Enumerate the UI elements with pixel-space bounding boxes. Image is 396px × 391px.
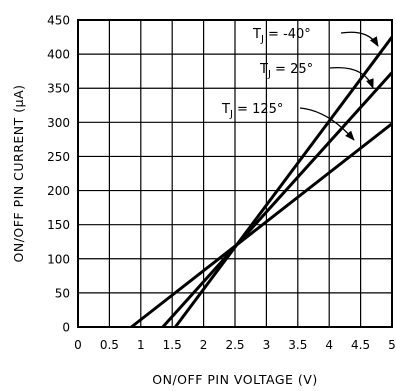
series-arrow-2 <box>299 107 355 141</box>
plot-frame <box>77 19 393 328</box>
x-tick-label: 4 <box>325 338 333 352</box>
series-line-0 <box>174 36 394 328</box>
y-tick-label: 100 <box>47 252 70 266</box>
x-tick-label: 4.5 <box>351 338 370 352</box>
y-tick-label: 250 <box>47 150 70 164</box>
series-arrow-0 <box>340 31 379 47</box>
y-axis-label: ON/OFF PIN CURRENT (μA) <box>11 84 26 262</box>
y-tick-label: 450 <box>47 14 70 28</box>
series-label-0: TJ = -40° <box>252 27 311 45</box>
y-tick-label: 50 <box>55 286 70 300</box>
y-tick-label: 150 <box>47 218 70 232</box>
x-tick-label: 2.5 <box>225 338 244 352</box>
x-axis-label: ON/OFF PIN VOLTAGE (V) <box>152 372 317 387</box>
x-tick-label: 1 <box>137 338 145 352</box>
x-tick-label: 3 <box>263 338 271 352</box>
series-annotations: TJ = -40° TJ = 25° TJ = 125° <box>221 27 379 141</box>
series-label-1: TJ = 25° <box>259 62 313 80</box>
y-tick-label: 400 <box>47 48 70 62</box>
series-label-2: TJ = 125° <box>221 102 283 120</box>
x-tick-label: 5 <box>388 338 396 352</box>
y-tick-label: 0 <box>62 321 70 335</box>
x-tick-label: 2 <box>200 338 208 352</box>
x-tick-label: 0 <box>74 338 82 352</box>
series-line-2 <box>130 122 393 329</box>
x-tick-label: 0.5 <box>100 338 119 352</box>
y-tick-label: 200 <box>47 184 70 198</box>
series-line-1 <box>161 71 394 329</box>
y-tick-label: 350 <box>47 82 70 96</box>
x-tick-label: 1.5 <box>163 338 182 352</box>
x-tick-label: 3.5 <box>288 338 307 352</box>
series-arrow-1 <box>329 66 374 89</box>
grid <box>77 19 393 328</box>
y-tick-label: 300 <box>47 116 70 130</box>
series-lines <box>130 36 394 329</box>
tick-labels: 0 0.5 1 1.5 2 2.5 3 3.5 4 4.5 50501001502002503003… <box>47 14 396 353</box>
